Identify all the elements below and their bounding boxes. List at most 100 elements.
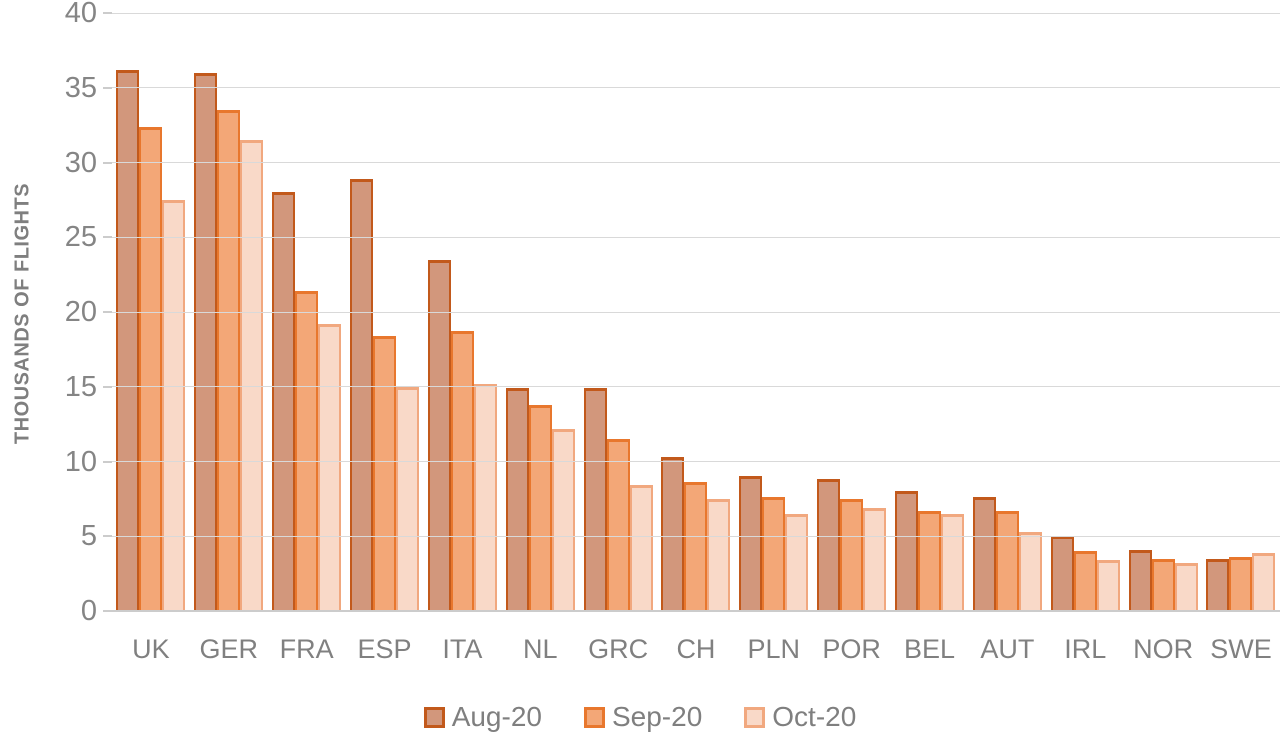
bar-sep-20-fra [295, 291, 319, 611]
x-axis-label-fra: FRA [279, 634, 334, 664]
y-axis-tick-20 [103, 311, 112, 313]
y-tick-label-5: 5 [80, 520, 97, 553]
bar-group-grc [579, 13, 657, 611]
bar-oct-20-swe [1252, 552, 1276, 611]
y-axis-tick-30 [103, 161, 112, 164]
bar-group-por [813, 13, 891, 611]
y-tick-label-15: 15 [64, 370, 97, 403]
y-axis-tick-35 [103, 86, 112, 89]
bar-group-ch [657, 13, 735, 611]
bar-aug-20-swe [1206, 558, 1230, 611]
bar-aug-20-ita [427, 259, 451, 611]
bar-group-swe [1202, 13, 1280, 611]
x-axis-label-nl: NL [522, 634, 558, 664]
bar-sep-20-ger [217, 110, 241, 611]
bar-aug-20-grc [583, 388, 607, 611]
y-tick-label-0: 0 [80, 595, 97, 627]
bar-oct-20-ger [240, 140, 264, 611]
plot-area [112, 12, 1280, 611]
bar-sep-20-nl [528, 404, 552, 611]
bar-oct-20-por [863, 507, 887, 611]
y-axis-tick-40 [103, 12, 112, 14]
bar-sep-20-aut [995, 510, 1019, 611]
bar-group-irl [1046, 13, 1124, 611]
bar-sep-20-nor [1151, 558, 1175, 611]
gridline-15 [112, 386, 1280, 388]
legend-swatch-oct-20 [744, 706, 766, 728]
bar-aug-20-ch [661, 457, 685, 611]
bar-aug-20-irl [1050, 536, 1074, 611]
bar-sep-20-ita [450, 331, 474, 611]
x-axis-label-bel: BEL [904, 634, 956, 664]
gridline-10 [112, 461, 1280, 462]
bar-sep-20-grc [606, 439, 630, 611]
x-axis-label-pln: PLN [747, 634, 801, 664]
bar-aug-20-nor [1128, 549, 1152, 611]
bars-row [112, 13, 1280, 611]
bar-aug-20-por [817, 479, 841, 611]
y-tick-label-40: 40 [64, 0, 97, 29]
bar-sep-20-irl [1073, 551, 1097, 611]
legend-label-oct-20: Oct-20 [772, 701, 857, 732]
bar-group-pln [735, 13, 813, 611]
bar-oct-20-grc [629, 485, 653, 611]
x-axis-label-irl: IRL [1064, 634, 1107, 664]
y-tick-label-30: 30 [64, 146, 97, 179]
bar-aug-20-bel [895, 491, 919, 611]
bar-group-ger [190, 13, 268, 611]
bar-group-nor [1124, 13, 1202, 611]
bar-aug-20-fra [272, 192, 296, 611]
y-axis-tick-5 [103, 535, 112, 538]
y-tick-label-35: 35 [64, 71, 97, 104]
bar-sep-20-ch [684, 482, 708, 611]
bar-aug-20-aut [972, 497, 996, 611]
gridline-30 [112, 162, 1280, 163]
bar-oct-20-uk [162, 199, 186, 611]
legend-swatch-sep-20 [583, 706, 605, 728]
y-tick-label-20: 20 [64, 296, 97, 328]
x-axis-label-nor: NOR [1133, 634, 1194, 664]
x-axis-line [112, 610, 1280, 612]
x-axis-label-uk: UK [132, 634, 170, 664]
bar-aug-20-nl [505, 388, 529, 611]
bar-aug-20-ger [194, 72, 218, 611]
x-axis-label-ger: GER [199, 634, 259, 664]
bar-oct-20-ch [707, 498, 731, 611]
y-axis-tick-15 [103, 385, 112, 388]
gridline-35 [112, 87, 1280, 89]
bar-group-nl [501, 13, 579, 611]
x-axis-label-esp: ESP [357, 634, 412, 664]
bar-oct-20-fra [318, 323, 342, 611]
x-axis-label-por: POR [822, 634, 881, 664]
bar-group-ita [423, 13, 501, 611]
bar-aug-20-esp [350, 178, 373, 611]
bar-sep-20-bel [918, 510, 942, 611]
legend: Aug-20 Sep-20 Oct-20 [0, 701, 1280, 733]
y-axis-tick-25 [103, 236, 112, 239]
gridline-25 [112, 236, 1280, 238]
bar-group-uk [112, 13, 190, 611]
bar-group-esp [346, 13, 424, 611]
legend-item-sep-20: Sep-20 [583, 701, 703, 733]
legend-item-oct-20: Oct-20 [744, 701, 856, 733]
bar-group-aut [968, 13, 1046, 611]
legend-label-aug-20: Aug-20 [451, 701, 542, 732]
y-tick-label-25: 25 [64, 221, 97, 254]
bar-sep-20-swe [1229, 557, 1253, 611]
bar-oct-20-irl [1096, 560, 1120, 611]
x-axis-label-aut: AUT [980, 634, 1035, 664]
bar-sep-20-pln [762, 497, 786, 611]
legend-label-sep-20: Sep-20 [611, 701, 703, 732]
gridline-5 [112, 535, 1280, 537]
y-axis-tick-0 [103, 610, 112, 612]
bar-oct-20-aut [1018, 531, 1042, 611]
x-axis-label-grc: GRC [588, 634, 649, 664]
bar-oct-20-ita [473, 383, 497, 611]
gridline-20 [112, 311, 1280, 313]
bar-oct-20-esp [396, 386, 419, 611]
x-axis-labels: UK GER FRA ESP ITA NL GRC CH PLN POR BEL AUT IRL NOR S… [112, 634, 1280, 665]
y-axis-tick-10 [103, 460, 112, 463]
bar-sep-20-por [840, 498, 864, 611]
bar-group-fra [268, 13, 346, 611]
